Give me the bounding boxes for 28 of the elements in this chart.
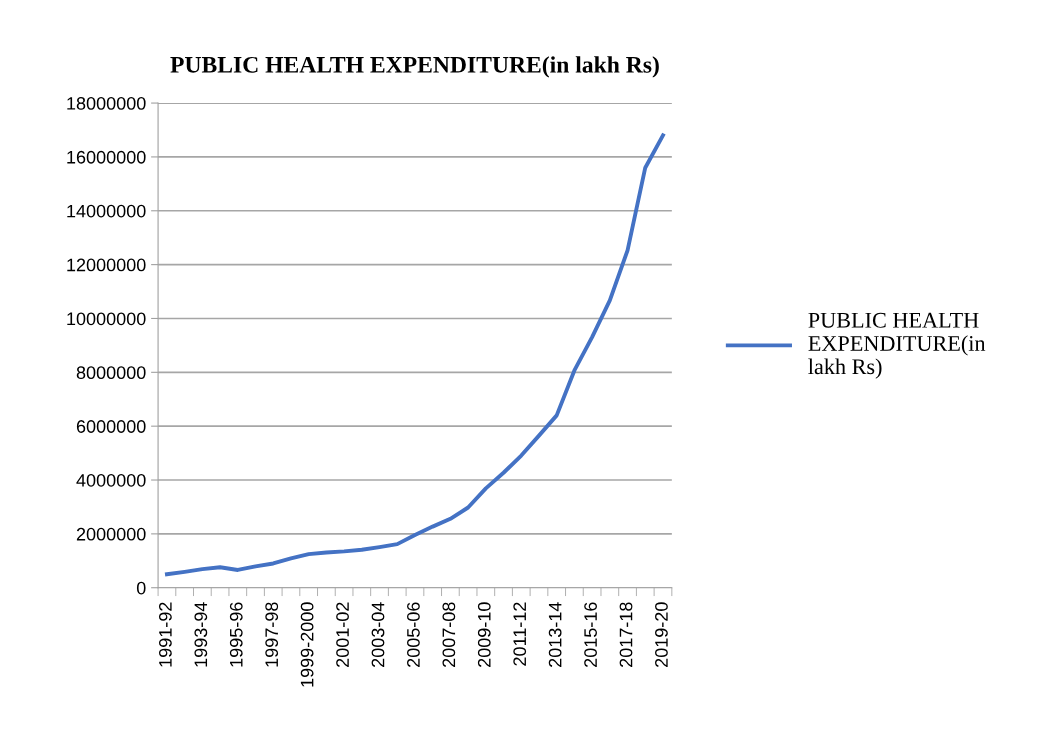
x-tick-label: 2013-14 (548, 602, 562, 667)
y-tick-label: 8000000 (76, 366, 146, 380)
y-tick-label: 0 (136, 581, 146, 595)
x-tick-label: 1999-2000 (300, 602, 314, 687)
y-tick-label: 10000000 (67, 312, 146, 326)
chart-title: PUBLIC HEALTH EXPENDITURE(in lakh Rs) (170, 56, 659, 78)
x-tick-label: 2019-20 (655, 602, 668, 667)
y-tick-label: 12000000 (67, 258, 146, 272)
y-tick-label: 2000000 (76, 527, 146, 541)
legend-label: PUBLIC HEALTH EXPENDITURE(in lakh Rs) (808, 312, 986, 379)
x-tick-label: 2009-10 (477, 602, 491, 667)
x-tick-label: 2001-02 (336, 602, 349, 667)
x-tick-label: 2017-18 (619, 602, 633, 667)
x-tick-label: 2011-12 (513, 602, 527, 666)
x-tick-label: 1997-98 (265, 602, 279, 667)
x-tick-label: 1991-92 (159, 602, 172, 667)
x-tick-label: 1995-96 (229, 602, 243, 667)
x-tick-label: 1993-94 (194, 602, 208, 667)
line-series (164, 133, 665, 577)
x-tick-label: 2015-16 (584, 602, 597, 667)
x-tick-label: 2007-08 (442, 602, 456, 667)
y-tick-label: 16000000 (67, 150, 146, 164)
x-tick-label: 2003-04 (371, 602, 385, 667)
x-tick-label: 2005-06 (407, 602, 420, 667)
y-tick-label: 14000000 (67, 204, 146, 218)
y-tick-label: 18000000 (67, 97, 146, 110)
y-tick-label: 4000000 (76, 473, 146, 487)
y-tick-label: 6000000 (76, 420, 146, 433)
